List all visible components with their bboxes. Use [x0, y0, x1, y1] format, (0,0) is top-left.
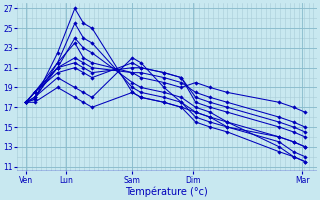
X-axis label: Température (°c): Température (°c): [125, 186, 208, 197]
